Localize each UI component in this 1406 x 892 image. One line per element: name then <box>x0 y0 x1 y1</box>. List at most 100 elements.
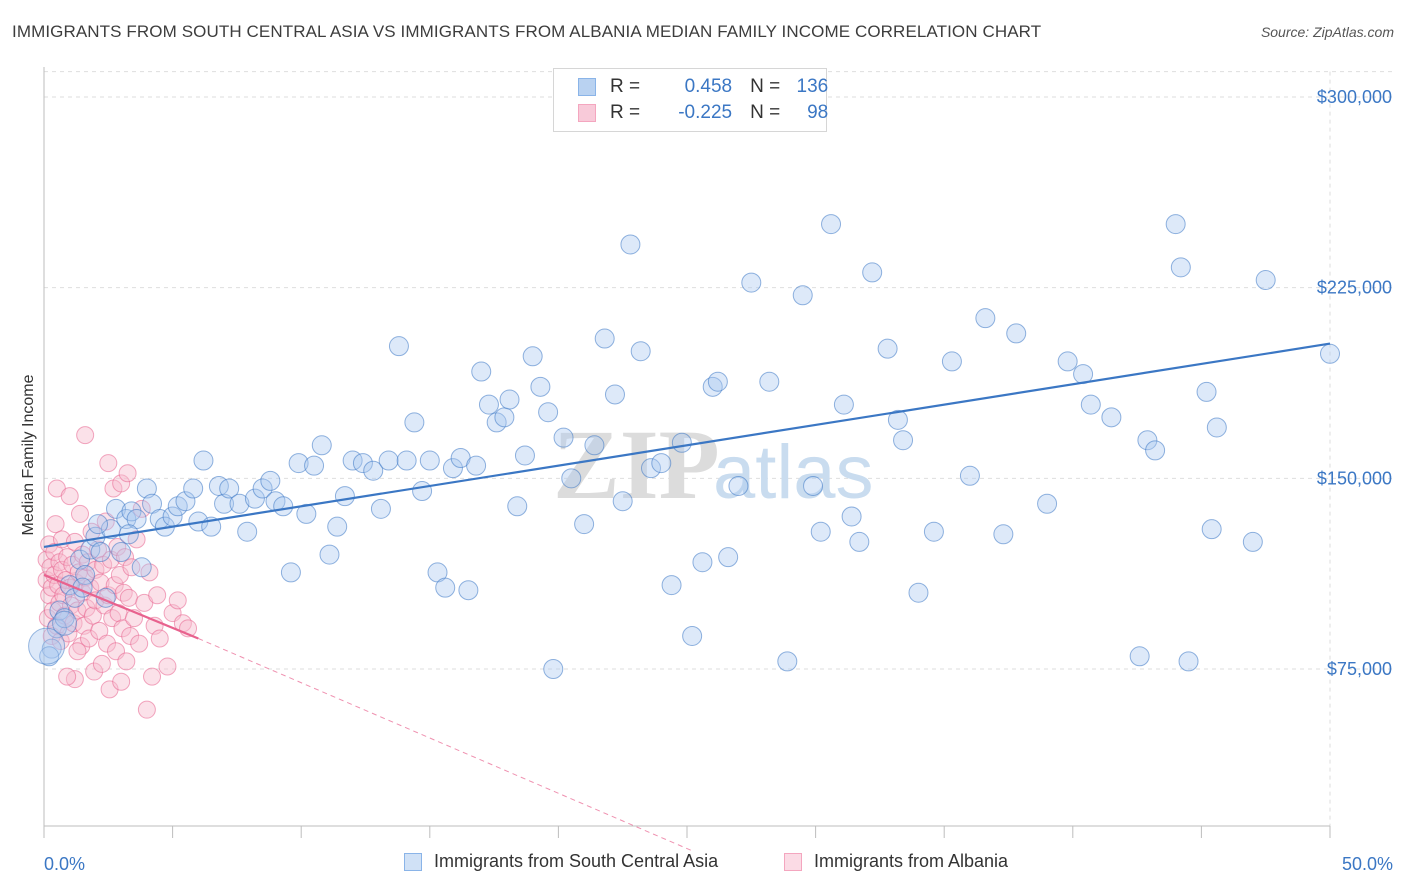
south-central-asia-point <box>1165 214 1186 235</box>
legend-n-value: 98 <box>807 102 829 123</box>
south-central-asia-point <box>334 486 355 507</box>
south-central-asia-point <box>75 564 96 585</box>
south-central-asia-point <box>280 562 301 583</box>
south-central-asia-point <box>604 384 625 405</box>
albania-point <box>121 626 140 645</box>
south-central-asia-point <box>993 524 1014 545</box>
y-axis-title: Median Family Income <box>20 374 37 535</box>
y-tick-label: $225,000 <box>1317 278 1392 298</box>
legend-swatch-blue <box>578 78 596 96</box>
south-central-asia-point <box>136 478 157 499</box>
south-central-asia-point <box>759 371 780 392</box>
albania-point <box>60 487 79 506</box>
south-central-asia-point <box>941 351 962 372</box>
bottom-legend-label: Immigrants from Albania <box>814 851 1009 871</box>
south-central-asia-point <box>803 475 824 496</box>
bottom-legend-swatch-pink <box>784 852 802 871</box>
south-central-asia-point <box>70 549 91 570</box>
trend-line-south-central-asia <box>43 342 1331 549</box>
x-tick-labels: 0.0% 50.0% <box>44 854 1393 874</box>
south-central-asia-point <box>106 498 127 519</box>
albania-point <box>68 642 87 661</box>
south-central-asia-point <box>499 389 520 410</box>
albania-point <box>83 606 102 625</box>
south-central-asia-point <box>849 531 870 552</box>
south-central-asia-point <box>193 450 214 471</box>
south-central-asia-point <box>1080 394 1101 415</box>
south-central-asia-point <box>792 285 813 306</box>
albania-point <box>71 504 90 523</box>
albania-point <box>118 464 137 483</box>
south-central-asia-point <box>471 361 492 382</box>
albania-point <box>143 667 162 686</box>
south-central-asia-point <box>821 214 842 235</box>
south-central-asia-point <box>175 491 196 512</box>
south-central-asia-point <box>522 346 543 367</box>
south-central-asia-point <box>1255 270 1276 291</box>
albania-point <box>92 654 111 673</box>
south-central-asia-point <box>252 478 273 499</box>
legend-r-value: 0.458 <box>684 76 733 97</box>
south-central-asia-point <box>862 262 883 283</box>
albania-point <box>85 662 104 681</box>
south-central-asia-point <box>728 475 749 496</box>
south-central-asia-point <box>237 521 258 542</box>
south-central-asia-point <box>630 341 651 362</box>
south-central-asia-point <box>1137 430 1158 451</box>
south-central-asia-point <box>1006 323 1027 344</box>
south-central-asia-point <box>877 338 898 359</box>
south-central-asia-point <box>1037 493 1058 514</box>
albania-point <box>114 583 133 602</box>
bottom-legend-south-central-asia: Immigrants from South Central Asia <box>404 851 718 872</box>
albania-point <box>80 629 99 648</box>
south-central-asia-point <box>651 453 672 474</box>
south-central-asia-point <box>458 580 479 601</box>
south-central-asia-point <box>442 458 463 479</box>
south-central-asia-point <box>530 376 551 397</box>
albania-point <box>113 619 132 638</box>
south-central-asia-point <box>1129 646 1150 667</box>
south-central-asia-point <box>1145 440 1166 461</box>
south-central-asia-point <box>378 450 399 471</box>
south-central-asia-point <box>1178 651 1199 672</box>
albania-point <box>112 474 131 493</box>
south-central-asia-point <box>352 453 373 474</box>
south-central-asia-point <box>741 272 762 293</box>
albania-point <box>158 657 177 676</box>
south-central-asia-point <box>640 458 661 479</box>
south-central-asia-point <box>841 506 862 527</box>
south-central-asia-point <box>594 328 615 349</box>
south-central-asia-point <box>1170 257 1191 278</box>
south-central-asia-point <box>131 557 152 578</box>
south-central-asia-point <box>718 547 739 568</box>
south-central-asia-point <box>319 544 340 565</box>
legend-n-label: N = <box>750 76 781 97</box>
axes <box>43 67 1331 838</box>
albania-point <box>150 629 169 648</box>
legend-r-value: -0.225 <box>678 102 733 123</box>
south-central-asia-point <box>327 516 348 537</box>
south-central-asia-point-large <box>52 610 78 636</box>
albania-point <box>130 634 149 653</box>
south-central-asia-point <box>777 651 798 672</box>
watermark-atlas: atlas <box>713 430 874 515</box>
south-central-asia-point <box>671 432 692 453</box>
south-central-asia-point <box>219 478 240 499</box>
correlation-legend: R = 0.458 N = 136 R = -0.225 N = 98 <box>553 68 829 132</box>
south-central-asia-point <box>363 460 384 481</box>
albania-point <box>117 652 136 671</box>
legend-r-label: R = <box>610 76 641 97</box>
south-central-asia-point <box>244 488 265 509</box>
south-central-asia-point <box>833 394 854 415</box>
south-central-asia-point <box>41 638 62 659</box>
albania-point <box>99 454 118 473</box>
south-central-asia-point <box>273 496 294 517</box>
south-central-asia-points <box>28 214 1340 679</box>
watermark: ZIP atlas <box>553 409 874 520</box>
south-central-asia-point <box>396 450 417 471</box>
south-central-asia-point <box>311 435 332 456</box>
y-tick-label: $300,000 <box>1317 87 1392 107</box>
south-central-asia-point <box>908 582 929 603</box>
south-central-asia-point <box>388 336 409 357</box>
